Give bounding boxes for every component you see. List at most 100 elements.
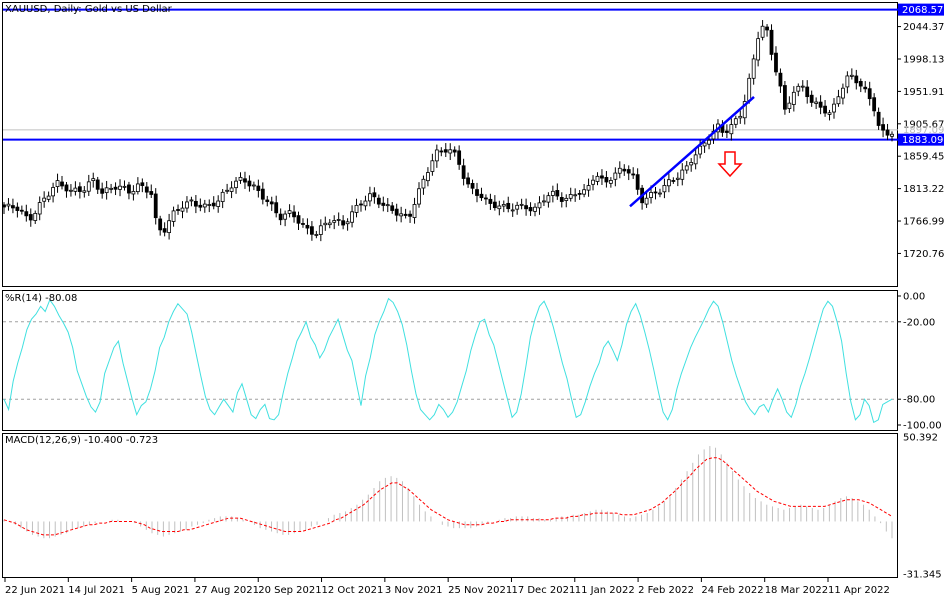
candle-body: [202, 203, 207, 208]
price-scale[interactable]: 2044.37 1998.13 1951.91 1905.67 1859.45 1813.…: [897, 3, 944, 260]
candle-body: [608, 180, 613, 184]
candle-body: [287, 210, 292, 214]
candle-body: [19, 209, 24, 212]
candle-body: [46, 195, 51, 200]
candle-body: [760, 25, 765, 38]
wpr-tick-label: -80.00: [903, 395, 935, 406]
candle-body: [234, 180, 238, 189]
candle-body: [153, 193, 158, 219]
candle-body: [345, 221, 350, 225]
candle-body: [15, 206, 20, 211]
candle-body: [568, 194, 573, 199]
candle-body: [510, 209, 515, 212]
candle-body: [109, 187, 113, 190]
candle-body: [783, 85, 787, 110]
candle-body: [122, 185, 127, 188]
candle-body: [836, 96, 841, 105]
level-price-label: 1883.09: [902, 135, 943, 146]
time-tick-label: 11 Jan 2022: [575, 585, 635, 596]
wpr-line: [3, 297, 893, 424]
candle-body: [412, 204, 417, 218]
candle-body: [823, 105, 827, 114]
candle-body: [149, 191, 154, 195]
candle-body: [408, 213, 412, 217]
candle-body: [243, 178, 247, 183]
candle-body: [309, 226, 314, 235]
price-tick-label: 1951.91: [903, 87, 944, 98]
candle-body: [24, 211, 29, 217]
candle-body: [28, 214, 33, 221]
candle-body: [390, 205, 395, 211]
candle-body: [171, 210, 176, 222]
candle-body: [729, 124, 734, 135]
candle-body: [613, 172, 618, 180]
candle-body: [225, 189, 230, 192]
candle-body: [144, 186, 149, 193]
candle-body: [296, 215, 301, 224]
candle-body: [582, 189, 587, 195]
candle-body: [617, 167, 622, 174]
candle-body: [11, 205, 15, 209]
candle-body: [457, 150, 462, 165]
trendline: [629, 95, 755, 208]
candle-body: [185, 201, 189, 209]
candle-body: [421, 178, 426, 189]
candle-body: [238, 176, 243, 181]
candle-body: [658, 192, 662, 195]
candle-body: [131, 191, 136, 195]
wpr-title: %R(14) -80.08: [5, 293, 77, 304]
candle-body: [37, 202, 42, 215]
candle-body: [555, 190, 560, 197]
candle-body: [747, 77, 752, 101]
candle-body: [417, 188, 421, 205]
candle-body: [604, 177, 609, 183]
candle-body: [805, 86, 810, 98]
candle-body: [256, 185, 261, 191]
macd-panel-frame[interactable]: [2, 433, 898, 578]
candle-body: [501, 204, 506, 207]
candle-body: [858, 81, 863, 87]
price-tick-label: 1998.13: [903, 54, 944, 65]
candle-body: [104, 187, 109, 194]
candle-body: [341, 220, 346, 226]
wpr-panel-frame[interactable]: [2, 290, 898, 431]
down-arrow-annotation: [717, 151, 743, 178]
price-tick-label: 1859.45: [903, 152, 944, 163]
candle-body: [519, 203, 524, 206]
candle-body: [577, 193, 582, 195]
candle-body: [537, 202, 542, 209]
candle-body: [885, 129, 890, 136]
time-scale[interactable]: 22 Jun 2021 14 Jul 2021 5 Aug 2021 27 Aug 2…: [4, 578, 890, 596]
candle-body: [881, 124, 885, 131]
candle-body: [403, 213, 408, 216]
candle-body: [684, 165, 689, 171]
candle-body: [372, 192, 377, 198]
candle-body: [591, 179, 595, 185]
candle-body: [247, 180, 252, 187]
candle-body: [82, 190, 87, 193]
candle-body: [269, 201, 274, 205]
macd-tick-label: -31.345: [903, 570, 942, 581]
candle-body: [6, 203, 11, 207]
candle-body: [189, 199, 194, 202]
candle-body: [385, 204, 390, 207]
time-tick-label: 20 Sep 2021: [258, 585, 321, 596]
overlay-layer: [629, 95, 755, 208]
time-tick-label: 25 Nov 2021: [448, 585, 512, 596]
candle-body: [622, 168, 627, 172]
candle-body: [586, 185, 591, 191]
candle-body: [800, 85, 805, 88]
candle-body: [381, 202, 386, 206]
candle-body: [2, 204, 6, 208]
wpr-tick-label: 0.00: [903, 292, 925, 303]
candle-body: [426, 172, 430, 182]
candle-body: [863, 86, 868, 90]
time-tick-label: 2 Feb 2022: [638, 585, 694, 596]
candle-body: [127, 184, 131, 194]
candle-body: [724, 130, 729, 133]
candle-body: [318, 225, 323, 235]
candle-body: [595, 175, 600, 182]
wpr-tick-label: -100.00: [903, 421, 942, 432]
candle-body: [765, 26, 769, 31]
